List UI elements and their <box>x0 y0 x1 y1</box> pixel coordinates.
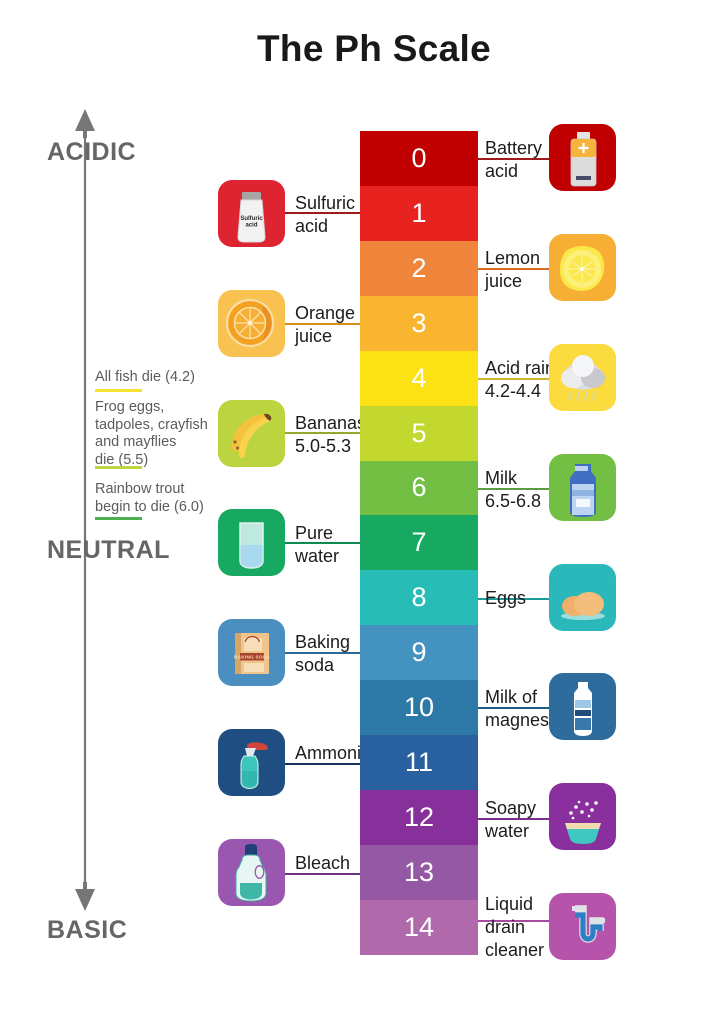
svg-text:BAKING SODA: BAKING SODA <box>234 655 270 660</box>
svg-text:Sulfuric: Sulfuric <box>240 216 263 222</box>
svg-text:acid: acid <box>245 223 257 229</box>
